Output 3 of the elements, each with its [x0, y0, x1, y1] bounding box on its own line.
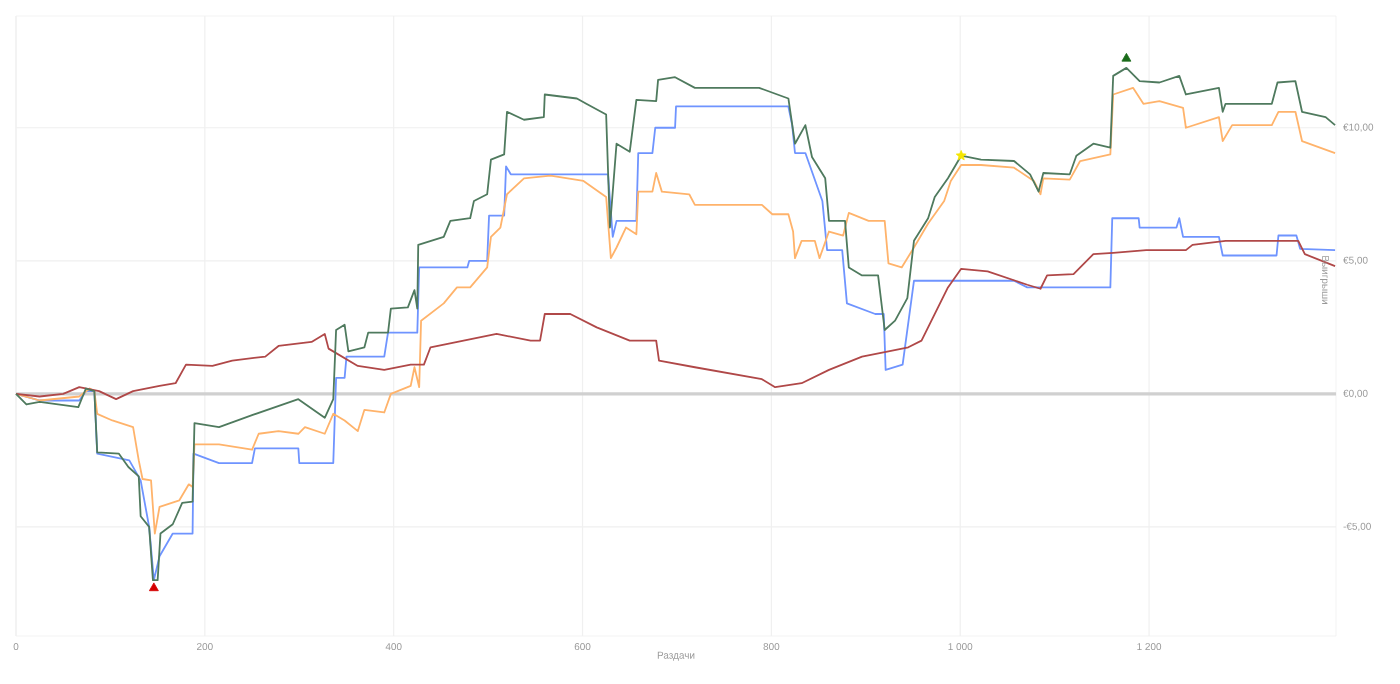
point: [955, 150, 967, 161]
point: [148, 582, 159, 592]
point: [1121, 52, 1132, 62]
